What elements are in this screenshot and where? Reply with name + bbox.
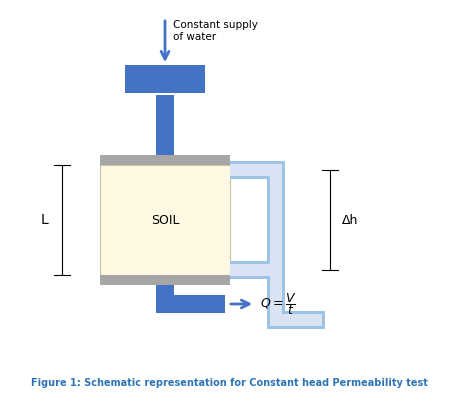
Bar bbox=[230, 164, 282, 176]
Text: Figure 1: Schematic representation for Constant head Permeability test: Figure 1: Schematic representation for C… bbox=[31, 378, 427, 388]
Bar bbox=[267, 200, 285, 329]
Bar bbox=[230, 264, 282, 276]
Bar bbox=[270, 200, 282, 326]
Bar bbox=[156, 95, 174, 155]
Bar bbox=[156, 285, 174, 313]
Text: Δh: Δh bbox=[342, 213, 358, 227]
Bar bbox=[267, 161, 285, 200]
Bar bbox=[270, 164, 282, 200]
Bar bbox=[125, 65, 205, 93]
Text: Constant supply
of water: Constant supply of water bbox=[173, 20, 258, 42]
Bar bbox=[267, 311, 325, 329]
Bar bbox=[100, 155, 230, 165]
Bar bbox=[230, 161, 285, 179]
Text: $Q = \dfrac{V}{t}$: $Q = \dfrac{V}{t}$ bbox=[260, 291, 297, 317]
Bar bbox=[270, 314, 322, 326]
Bar bbox=[100, 165, 230, 275]
Text: L: L bbox=[40, 213, 48, 227]
Bar bbox=[100, 275, 230, 285]
Text: SOIL: SOIL bbox=[151, 213, 179, 227]
Bar bbox=[156, 295, 225, 313]
Bar bbox=[230, 261, 285, 279]
